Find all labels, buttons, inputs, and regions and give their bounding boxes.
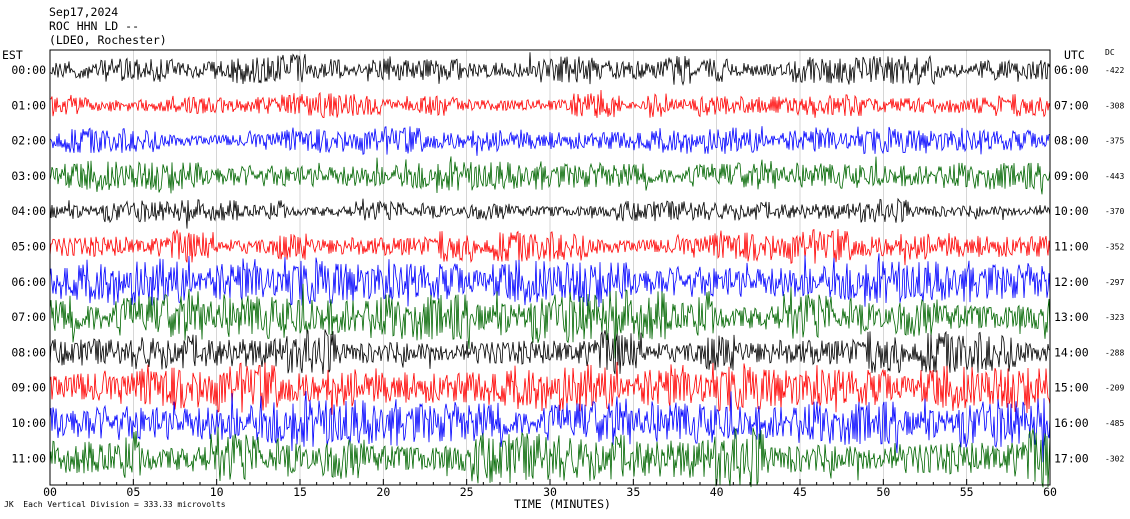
dc-offset-label: -288 [1105, 348, 1124, 357]
est-time-label: 00:00 [11, 63, 46, 77]
dc-column-label: DC [1105, 48, 1115, 57]
dc-offset-label: -323 [1105, 313, 1124, 322]
x-tick-label: 20 [376, 485, 390, 499]
trace-11:00 [49, 426, 1051, 488]
utc-time-label: 07:00 [1054, 98, 1089, 112]
trace-07:00 [49, 283, 1051, 359]
utc-axis-label: UTC [1064, 48, 1085, 62]
x-tick-label: 35 [626, 485, 640, 499]
x-tick-label: 00 [43, 485, 57, 499]
x-tick-label: 55 [960, 485, 974, 499]
station-label: ROC HHN LD -- [49, 19, 140, 33]
vertical-division-footnote: JK Each Vertical Division = 333.33 micro… [4, 500, 226, 509]
x-tick-label: 30 [543, 485, 557, 499]
utc-time-label: 13:00 [1054, 310, 1089, 324]
x-tick-label: 10 [210, 485, 224, 499]
est-time-label: 02:00 [11, 134, 46, 148]
trace-03:00 [49, 156, 1051, 195]
trace-04:00 [49, 197, 1051, 229]
dc-offset-label: -209 [1105, 384, 1124, 393]
est-time-label: 09:00 [11, 381, 46, 395]
date-label: Sep17,2024 [49, 5, 119, 19]
est-time-label: 05:00 [11, 240, 46, 254]
dc-offset-label: -308 [1105, 101, 1124, 110]
trace-05:00 [49, 228, 1051, 266]
x-tick-label: 45 [793, 485, 807, 499]
trace-02:00 [49, 126, 1051, 156]
x-tick-label: 25 [460, 485, 474, 499]
dc-offset-label: -297 [1105, 278, 1124, 287]
footnote-prefix: JK [4, 500, 14, 509]
dc-offset-label: -352 [1105, 243, 1124, 252]
utc-time-label: 11:00 [1054, 240, 1089, 254]
utc-time-label: 14:00 [1054, 345, 1089, 359]
utc-time-label: 17:00 [1054, 451, 1089, 465]
est-time-label: 10:00 [11, 416, 46, 430]
trace-10:00 [49, 390, 1051, 463]
trace-01:00 [49, 89, 1051, 119]
est-time-label: 03:00 [11, 169, 46, 183]
est-time-label: 07:00 [11, 310, 46, 324]
dc-offset-label: -375 [1105, 137, 1124, 146]
x-tick-label: 15 [293, 485, 307, 499]
trace-09:00 [49, 361, 1051, 415]
utc-time-label: 16:00 [1054, 416, 1089, 430]
utc-time-label: 15:00 [1054, 381, 1089, 395]
dc-offset-label: -485 [1105, 419, 1124, 428]
x-tick-label: 40 [710, 485, 724, 499]
est-axis-label: EST [2, 48, 23, 62]
x-axis-label: TIME (MINUTES) [514, 497, 611, 511]
utc-time-label: 08:00 [1054, 134, 1089, 148]
utc-time-label: 06:00 [1054, 63, 1089, 77]
dc-offset-label: -443 [1105, 172, 1124, 181]
x-tick-label: 05 [126, 485, 140, 499]
trace-06:00 [49, 253, 1051, 308]
trace-08:00 [49, 329, 1051, 375]
est-time-label: 01:00 [11, 98, 46, 112]
est-time-label: 08:00 [11, 345, 46, 359]
utc-time-label: 12:00 [1054, 275, 1089, 289]
utc-time-label: 10:00 [1054, 204, 1089, 218]
trace-00:00 [49, 52, 1051, 86]
est-time-label: 11:00 [11, 451, 46, 465]
est-time-label: 04:00 [11, 204, 46, 218]
network-label: (LDEO, Rochester) [49, 33, 167, 47]
x-tick-label: 50 [876, 485, 890, 499]
est-time-label: 06:00 [11, 275, 46, 289]
utc-time-label: 09:00 [1054, 169, 1089, 183]
dc-offset-label: -422 [1105, 66, 1124, 75]
dc-offset-label: -370 [1105, 207, 1124, 216]
footnote-text: Each Vertical Division = 333.33 microvol… [23, 500, 226, 509]
x-tick-label: 60 [1043, 485, 1057, 499]
dc-offset-label: -302 [1105, 454, 1124, 463]
